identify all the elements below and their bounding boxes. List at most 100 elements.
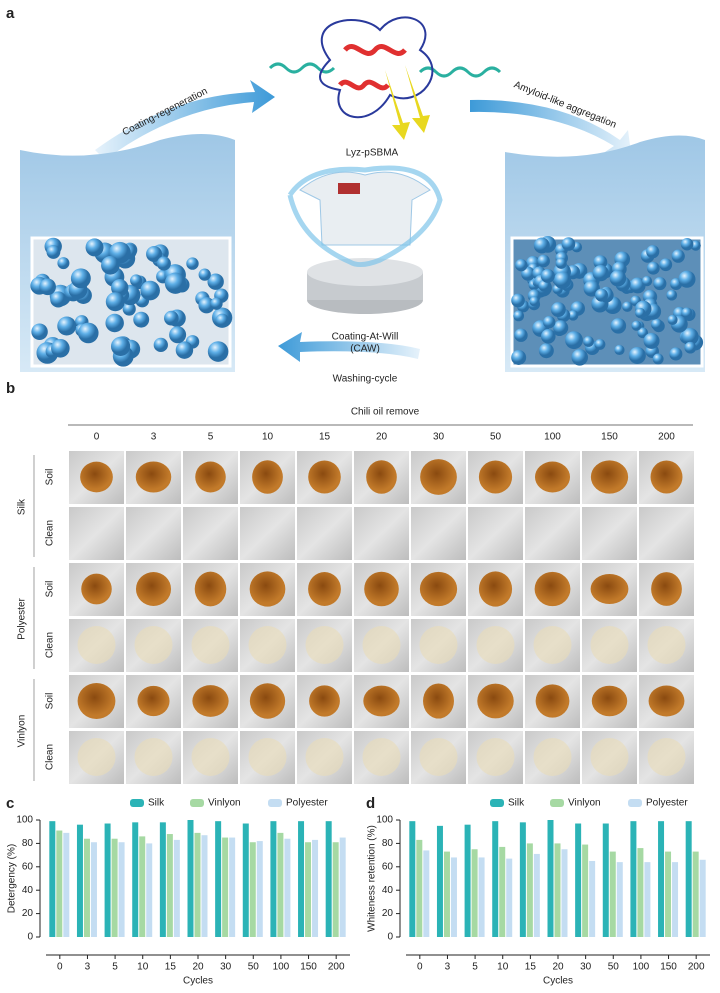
sphere <box>629 277 646 294</box>
column-label: 200 <box>658 432 675 443</box>
bar <box>602 823 609 937</box>
sphere <box>628 346 646 364</box>
helix <box>338 44 407 91</box>
bar <box>305 842 312 937</box>
bar <box>547 820 554 937</box>
column-label: 0 <box>94 432 100 443</box>
x-tick-label: 200 <box>328 962 345 973</box>
bar <box>499 846 506 937</box>
sphere <box>643 332 660 349</box>
row-label: Soil <box>45 581 56 598</box>
bar <box>332 842 339 937</box>
sphere <box>514 328 528 342</box>
x-axis-label: Cycles <box>183 976 213 987</box>
bar <box>630 821 637 937</box>
residue <box>134 738 173 776</box>
legend-label: Polyester <box>646 798 688 809</box>
x-tick-label: 150 <box>660 962 677 973</box>
column-label: 10 <box>262 432 274 443</box>
sphere <box>565 331 583 350</box>
photo <box>582 507 637 560</box>
photo <box>126 507 181 560</box>
row-label: Soil <box>45 693 56 710</box>
legend-label: Silk <box>508 798 525 809</box>
oil-stain <box>249 571 286 607</box>
sphere <box>57 316 77 336</box>
group-label: Polyester <box>17 597 28 639</box>
sphere <box>511 350 527 365</box>
logo <box>338 183 360 194</box>
sphere <box>583 336 594 347</box>
device-label: (CAW) <box>350 344 380 355</box>
bar <box>589 860 596 937</box>
sphere <box>146 246 163 263</box>
sphere <box>122 302 136 316</box>
oil-stain <box>651 572 682 606</box>
bar <box>644 862 651 937</box>
sphere <box>537 254 550 268</box>
oil-stain <box>135 461 172 493</box>
sphere <box>667 314 678 325</box>
legend-swatch <box>628 799 642 807</box>
sphere <box>540 329 556 344</box>
x-tick-label: 10 <box>497 962 509 973</box>
x-tick-label: 50 <box>608 962 620 973</box>
bar <box>159 822 166 937</box>
sphere <box>593 255 608 270</box>
sphere <box>561 237 576 251</box>
x-tick-label: 3 <box>445 962 451 973</box>
panel-title: Chili oil remove <box>351 407 420 418</box>
sphere <box>164 310 179 326</box>
sphere <box>70 268 91 289</box>
bar <box>492 821 499 937</box>
y-tick-label: 80 <box>382 838 394 849</box>
sphere <box>659 258 673 272</box>
residue <box>419 626 458 664</box>
legend-label: Silk <box>148 798 165 809</box>
sphere <box>631 320 642 331</box>
bar <box>637 848 644 937</box>
row-label: Clean <box>45 744 56 770</box>
bar <box>187 820 194 937</box>
y-tick-label: 40 <box>22 885 34 896</box>
sphere <box>567 310 579 321</box>
sphere <box>594 338 606 350</box>
bar <box>173 839 180 937</box>
residue <box>362 738 401 776</box>
sphere <box>540 269 555 283</box>
bar <box>416 839 423 937</box>
sphere <box>51 338 70 358</box>
sphere <box>555 257 567 269</box>
x-tick-label: 30 <box>220 962 232 973</box>
sphere <box>543 316 556 329</box>
x-tick-label: 30 <box>580 962 592 973</box>
bar <box>284 838 291 937</box>
sphere <box>646 245 660 259</box>
panel-label: a <box>6 5 15 22</box>
bar <box>699 859 706 937</box>
bar <box>609 851 616 937</box>
sphere <box>609 270 627 287</box>
x-tick-label: 20 <box>552 962 564 973</box>
sphere <box>671 249 685 263</box>
oil-stain <box>309 685 340 717</box>
bar <box>194 832 201 937</box>
bar <box>249 842 256 937</box>
residue <box>77 626 116 664</box>
sphere <box>571 349 588 366</box>
bar <box>464 824 471 937</box>
arrow <box>95 80 275 160</box>
column-label: 15 <box>319 432 331 443</box>
bar <box>56 830 63 937</box>
oil-stain <box>249 683 286 719</box>
bar <box>222 837 229 937</box>
residue <box>533 738 572 776</box>
residue <box>362 626 401 664</box>
sphere <box>553 320 569 336</box>
oil-stain <box>590 460 629 494</box>
oil-stain <box>364 571 399 607</box>
sphere <box>614 344 625 356</box>
residue <box>305 738 344 776</box>
bar <box>111 838 118 937</box>
y-tick-label: 100 <box>16 815 33 826</box>
